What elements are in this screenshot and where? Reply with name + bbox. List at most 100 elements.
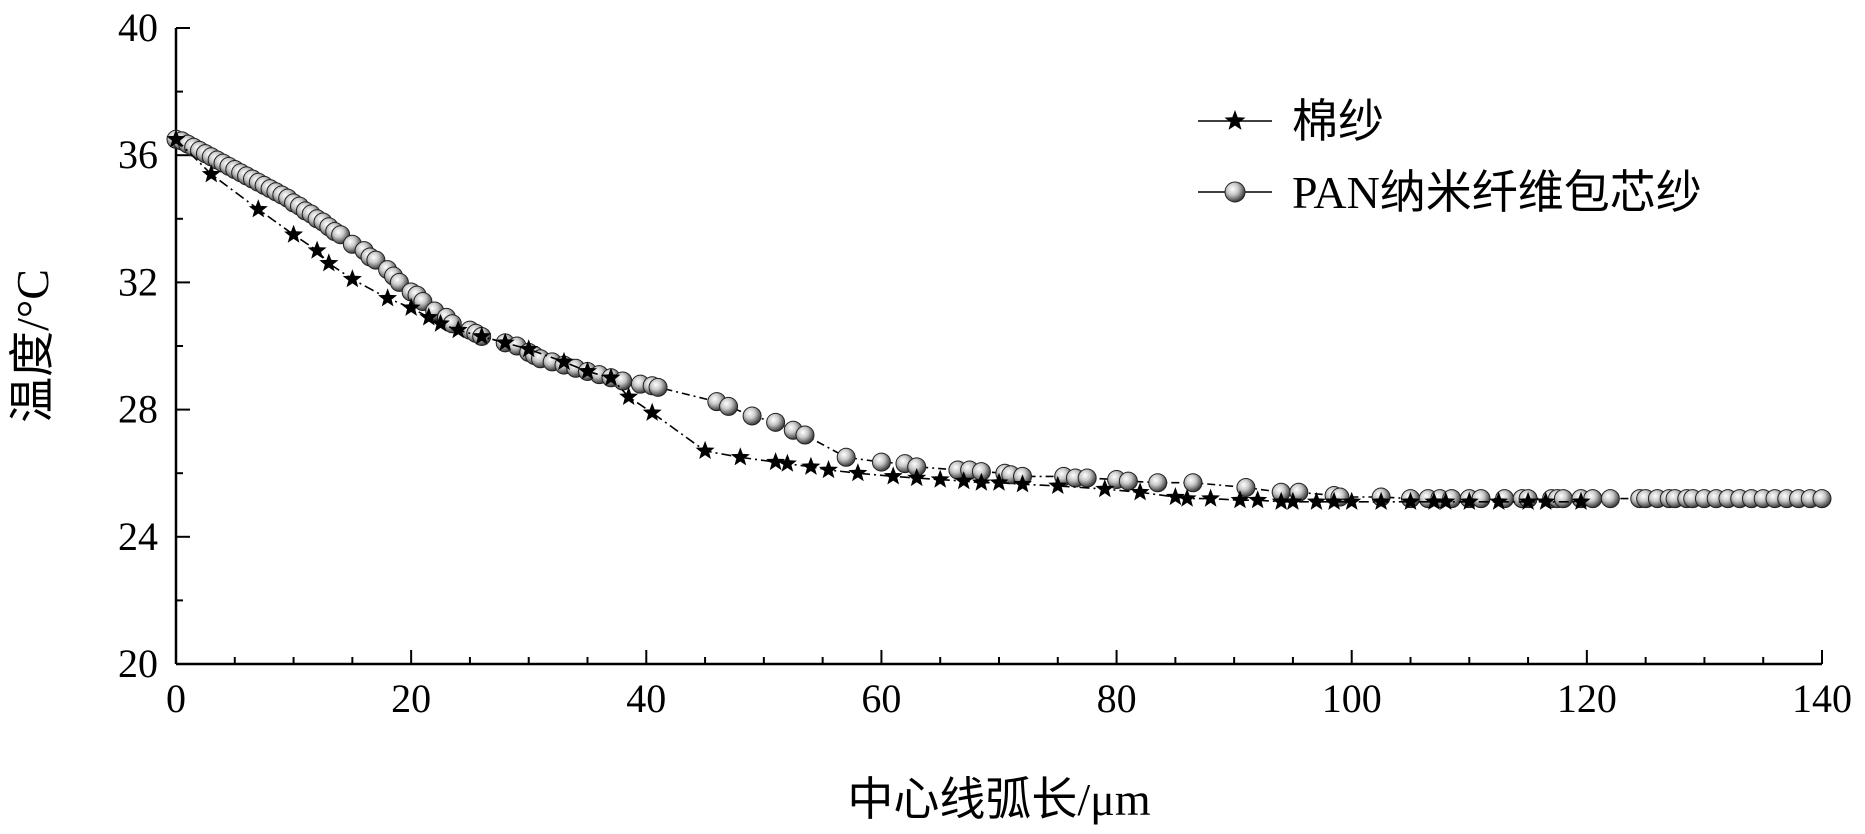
y-tick-label: 32	[118, 259, 158, 304]
cotton-point	[578, 361, 597, 380]
cotton-point	[1424, 491, 1444, 510]
cotton-point	[166, 129, 186, 148]
pan-point	[1600, 489, 1620, 509]
cotton-point	[1401, 491, 1420, 510]
pan-point	[1812, 489, 1832, 509]
series-layer	[166, 129, 1832, 510]
cotton-point	[519, 339, 539, 358]
cotton-point	[201, 164, 221, 183]
cotton-point	[1459, 491, 1479, 510]
x-axis-title: 中心线弧长/μm	[847, 774, 1150, 825]
cotton-point	[319, 253, 339, 272]
cotton-point	[1271, 491, 1291, 510]
cotton-point	[495, 332, 515, 351]
cotton-point	[1201, 488, 1221, 507]
pan-point	[1183, 473, 1203, 493]
cotton-point	[971, 472, 991, 491]
cotton-point	[1324, 491, 1344, 510]
legend-ball-shape	[1224, 181, 1246, 203]
cotton-point	[1165, 487, 1185, 506]
cotton-point	[1048, 475, 1068, 494]
cotton-point	[601, 367, 621, 386]
x-tick-label: 80	[1097, 676, 1137, 721]
cotton-point	[819, 460, 838, 479]
legend-star-marker	[1224, 110, 1246, 130]
cotton-point	[284, 224, 304, 243]
cotton-point	[777, 453, 797, 472]
series-pan	[166, 129, 1832, 509]
cotton-point	[907, 468, 927, 487]
cotton-point	[1013, 474, 1032, 493]
cotton-point	[1130, 482, 1150, 501]
cotton-point	[448, 320, 468, 339]
legend-item-cotton: 棉纱	[1198, 96, 1384, 147]
pan-point	[1236, 478, 1256, 498]
cotton-point	[419, 307, 439, 326]
x-tick-label: 60	[861, 676, 901, 721]
pan-point	[742, 406, 762, 426]
cotton-point	[1095, 479, 1115, 498]
cotton-point	[883, 466, 903, 485]
cotton-point	[954, 471, 974, 490]
cotton-point	[431, 313, 450, 332]
cotton-point	[401, 297, 421, 316]
cotton-point	[1536, 491, 1556, 510]
cotton-point	[1571, 491, 1591, 510]
x-tick-label: 40	[626, 676, 666, 721]
cotton-point	[1518, 491, 1538, 510]
ticks	[175, 27, 1823, 665]
cotton-point	[1248, 490, 1268, 509]
series-cotton	[166, 129, 1591, 510]
cotton-point	[1371, 491, 1391, 510]
y-axis-title: 温度/°C	[7, 269, 58, 423]
x-tick-label: 120	[1557, 676, 1617, 721]
cotton-point	[1342, 491, 1362, 510]
cotton-point	[472, 326, 492, 345]
cotton-point	[1306, 491, 1326, 510]
cotton-point	[930, 469, 950, 488]
pan-point	[1148, 473, 1168, 493]
legend: 棉纱 PAN纳米纤维包芯纱	[1198, 96, 1702, 218]
legend-ball-marker	[1224, 181, 1246, 203]
cotton-point	[848, 463, 868, 482]
pan-point	[719, 396, 739, 416]
cotton-point	[619, 386, 639, 405]
axes	[174, 28, 1822, 666]
legend-item-pan: PAN纳米纤维包芯纱	[1198, 167, 1702, 218]
pan-point	[766, 412, 786, 432]
cotton-point	[1283, 491, 1303, 510]
y-tick-label: 40	[118, 5, 158, 50]
cotton-point	[766, 452, 786, 471]
x-tick-label: 0	[166, 676, 186, 721]
cotton-point	[642, 402, 662, 421]
y-tick-label: 20	[118, 641, 158, 686]
cotton-point	[378, 288, 398, 307]
cotton-point	[1489, 491, 1509, 510]
pan-point	[836, 447, 856, 467]
pan-point	[1553, 489, 1573, 509]
cotton-point	[554, 351, 574, 370]
y-tick-label: 36	[118, 132, 158, 177]
legend-label-pan: PAN纳米纤维包芯纱	[1292, 167, 1702, 218]
cotton-point	[989, 472, 1009, 491]
pan-point	[1077, 468, 1097, 488]
y-tick-label: 28	[118, 387, 158, 432]
cotton-point	[1436, 491, 1456, 510]
cotton-point	[1177, 488, 1197, 507]
legend-star-shape	[1224, 110, 1246, 130]
x-tick-label: 100	[1322, 676, 1382, 721]
pan-point	[795, 425, 815, 445]
pan-point	[648, 377, 668, 397]
cotton-point	[342, 269, 362, 288]
cotton-point	[248, 199, 268, 218]
cotton-point	[307, 240, 327, 259]
cotton-point	[695, 440, 715, 459]
x-tick-label: 140	[1792, 676, 1852, 721]
x-tick-label: 20	[391, 676, 431, 721]
cotton-point	[801, 456, 821, 475]
cotton-point	[730, 447, 750, 466]
pan-point	[1118, 471, 1138, 491]
cotton-point	[1230, 490, 1250, 509]
legend-label-cotton: 棉纱	[1292, 96, 1384, 147]
